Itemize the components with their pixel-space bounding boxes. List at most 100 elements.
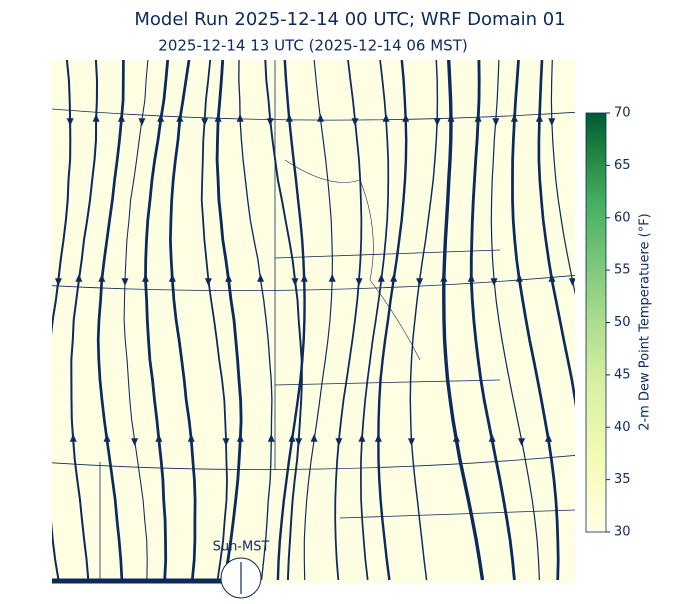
arrowhead <box>141 274 149 282</box>
arrowhead <box>66 118 74 126</box>
colorbar <box>585 112 607 533</box>
arrowhead <box>176 114 184 122</box>
colorbar-tick-label: 70 <box>614 106 631 121</box>
arrowhead <box>377 274 385 282</box>
streamline <box>238 60 273 581</box>
streamline <box>490 60 540 581</box>
arrowhead <box>201 118 209 126</box>
boundary <box>274 249 501 259</box>
subtitle: 2025-12-14 13 UTC (2025-12-14 06 MST) <box>158 37 467 55</box>
arrowhead <box>390 274 398 282</box>
streamline <box>215 60 243 581</box>
boundary <box>52 108 575 121</box>
arrowhead <box>328 274 336 282</box>
map-layer <box>41 60 584 583</box>
streamline <box>303 60 333 581</box>
streamline <box>537 60 575 408</box>
arrowhead <box>121 278 129 286</box>
arrowhead <box>407 438 415 446</box>
arrowhead <box>317 114 325 122</box>
arrowhead <box>103 434 111 442</box>
colorbar-label: 2-m Dew Point Temperatuere (°F) <box>638 213 653 431</box>
streamline <box>169 60 197 581</box>
streamline <box>360 60 390 581</box>
arrowhead <box>157 114 165 122</box>
arrowhead <box>548 118 556 126</box>
arrowhead <box>545 434 553 442</box>
streamline <box>96 60 125 581</box>
streamline <box>511 60 560 581</box>
arrowhead <box>117 114 125 122</box>
arrowhead <box>54 278 62 286</box>
arrowhead <box>548 274 556 282</box>
arrowhead <box>488 434 496 442</box>
arrowhead <box>535 114 543 122</box>
arrowhead <box>433 118 441 126</box>
arrowhead <box>515 274 523 282</box>
boundary <box>339 509 575 519</box>
colorbar-tick-label: 35 <box>614 472 631 487</box>
colorbar-tick-label: 55 <box>614 263 631 278</box>
streamline <box>70 60 99 581</box>
colorbar-tick-label: 50 <box>614 315 631 330</box>
arrowhead <box>295 438 303 446</box>
arrowhead <box>510 114 518 122</box>
boundary <box>52 455 575 470</box>
streamline <box>52 60 72 581</box>
arrowhead <box>236 114 244 122</box>
arrowhead <box>568 278 575 286</box>
colorbar-tick-label: 65 <box>614 158 631 173</box>
arrowhead <box>577 434 584 442</box>
colorbar-tick-label: 30 <box>614 525 631 540</box>
arrowhead <box>267 434 275 442</box>
arrowhead <box>374 434 382 442</box>
colorbar-ticks: 30 35 40 45 50 55 60 65 70 <box>606 106 631 540</box>
arrowhead <box>69 434 77 442</box>
arrowhead <box>288 434 296 442</box>
arrowhead <box>214 114 222 122</box>
arrowhead <box>168 274 176 282</box>
arrowhead <box>98 274 106 282</box>
streamline <box>550 60 575 296</box>
arrowhead <box>285 114 293 122</box>
arrowhead <box>355 278 363 286</box>
colorbar-tick-label: 40 <box>614 420 631 435</box>
arrowhead <box>266 118 274 126</box>
streamline <box>469 60 516 581</box>
title: Model Run 2025-12-14 00 UTC; WRF Domain … <box>134 9 565 30</box>
arrowhead <box>474 114 482 122</box>
arrowhead <box>452 434 460 442</box>
arrowhead <box>492 118 500 126</box>
arrowhead <box>490 278 498 286</box>
arrowhead <box>447 114 455 122</box>
streamline <box>264 60 303 581</box>
arrowhead <box>41 438 48 446</box>
arrowhead <box>351 118 359 126</box>
streamline <box>442 60 485 581</box>
streamline <box>123 60 149 581</box>
arrowhead <box>402 114 410 122</box>
streamline <box>409 60 439 581</box>
arrowhead <box>257 274 265 282</box>
arrowhead <box>467 274 475 282</box>
arrowhead <box>300 274 308 282</box>
timeline-label: Sun-MST <box>213 540 270 555</box>
arrowhead <box>187 434 195 442</box>
arrowhead <box>225 274 233 282</box>
arrowhead <box>382 114 390 122</box>
streamline <box>144 60 170 581</box>
streamline <box>334 60 363 581</box>
arrowhead <box>416 278 424 286</box>
colorbar-tick-label: 60 <box>614 210 631 225</box>
arrowhead <box>440 274 448 282</box>
arrowhead <box>155 434 163 442</box>
arrowhead <box>222 438 230 446</box>
boundary <box>274 379 501 386</box>
arrowhead <box>138 118 146 126</box>
arrowhead <box>236 434 244 442</box>
streamline <box>276 60 306 581</box>
arrowhead <box>310 434 318 442</box>
streamline <box>200 60 228 581</box>
streamline <box>377 60 408 581</box>
